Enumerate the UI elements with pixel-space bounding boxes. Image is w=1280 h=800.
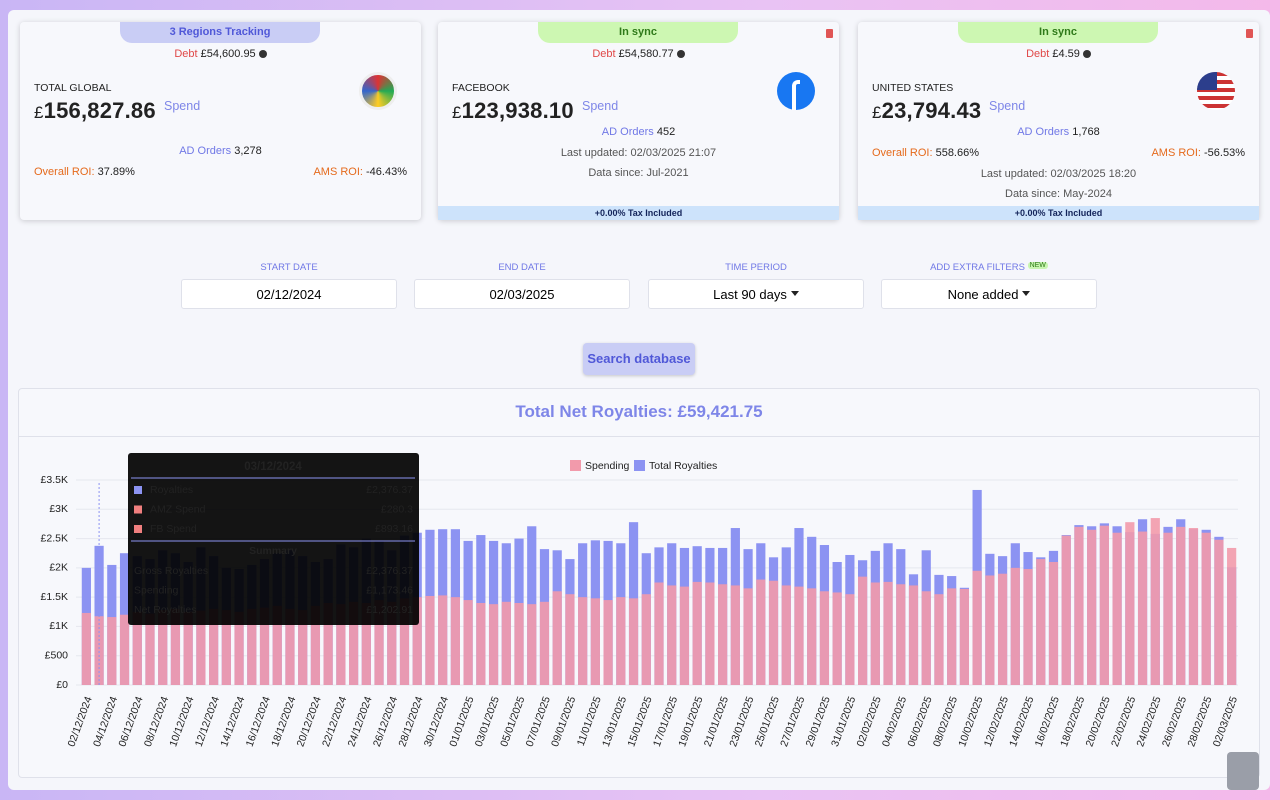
info-icon xyxy=(1082,50,1091,58)
tax-bar: +0.00% Tax Included xyxy=(858,206,1259,220)
orders-value: 452 xyxy=(656,126,676,138)
data-since: Data since: Jul-2021 xyxy=(588,167,689,179)
info-icon xyxy=(676,50,685,58)
summary-card: In sync Debt £4.59 UNITED STATES £23,794.43… xyxy=(858,22,1259,220)
orders-value: 1,768 xyxy=(1072,126,1100,138)
filter-label: END DATE xyxy=(414,262,630,273)
currency: £ xyxy=(452,103,462,122)
ams-value: -46.43% xyxy=(366,166,407,178)
filter-value: None added xyxy=(947,287,1019,302)
filter-value: 02/03/2025 xyxy=(489,287,555,302)
debt-row: Debt £4.59 xyxy=(858,48,1259,60)
amount-value: 123,938.10 xyxy=(461,98,574,123)
filter-label: START DATE xyxy=(181,262,397,273)
ams-roi: AMS ROI: -56.53% xyxy=(1151,147,1245,159)
delete-button[interactable] xyxy=(826,29,833,38)
amount: £123,938.10 xyxy=(452,98,574,124)
chart-title: Total Net Royalties: £59,421.75 xyxy=(19,389,1259,437)
amount-suffix: Spend xyxy=(989,99,1026,113)
flag-canton xyxy=(1197,72,1217,90)
currency: £ xyxy=(34,103,44,122)
filter-input[interactable]: 02/12/2024 xyxy=(181,279,397,309)
filter-label-text: TIME PERIOD xyxy=(725,262,787,273)
debt-label: Debt xyxy=(1026,48,1050,60)
amount: £156,827.86 xyxy=(34,98,156,124)
account-name: UNITED STATES xyxy=(872,82,954,94)
card-badge: In sync xyxy=(958,22,1158,43)
card-badge: In sync xyxy=(538,22,738,43)
roi-value: 37.89% xyxy=(97,166,135,178)
chart-title-label: Total Net Royalties: xyxy=(515,402,673,421)
debt-value: £4.59 xyxy=(1052,48,1080,60)
roi-label: Overall ROI: xyxy=(872,147,933,159)
currency: £ xyxy=(872,103,882,122)
debt-label: Debt xyxy=(592,48,616,60)
filter-value: Last 90 days xyxy=(713,287,787,302)
debt-value: £54,580.77 xyxy=(618,48,674,60)
orders-label: AD Orders xyxy=(601,126,654,138)
orders-row: AD Orders 452 xyxy=(452,126,825,140)
amount-value: 156,827.86 xyxy=(43,98,156,123)
dashboard: Search database Total Net Royalties: £59… xyxy=(8,10,1270,790)
fb-f xyxy=(792,80,800,110)
account-name: TOTAL GLOBAL xyxy=(34,82,112,94)
new-badge: NEW xyxy=(1027,262,1048,269)
roi-label: Overall ROI: xyxy=(34,166,95,178)
amount: £23,794.43 xyxy=(872,98,981,124)
last-updated: Last updated: 02/03/2025 21:07 xyxy=(560,147,717,159)
roi-row: Overall ROI: 558.66% AMS ROI: -56.53% xyxy=(872,147,1245,161)
chart-title-value: £59,421.75 xyxy=(677,402,763,421)
dropdown-caret xyxy=(790,291,799,300)
ams-roi: AMS ROI: -46.43% xyxy=(313,166,407,178)
amount-value: 23,794.43 xyxy=(881,98,982,123)
scroll-top-button[interactable] xyxy=(1227,752,1259,790)
amount-suffix: Spend xyxy=(164,99,201,113)
summary-card: In sync Debt £54,580.77 FACEBOOK £123,938.1… xyxy=(438,22,839,220)
search-button[interactable]: Search database xyxy=(583,343,695,375)
orders-label: AD Orders xyxy=(1017,126,1070,138)
filter-label-text: START DATE xyxy=(260,262,318,273)
data-since: Data since: May-2024 xyxy=(1005,188,1112,200)
roi-row: Overall ROI: 37.89% AMS ROI: -46.43% xyxy=(34,166,407,180)
account-name: FACEBOOK xyxy=(452,82,510,94)
filter-label-text: END DATE xyxy=(498,262,546,273)
filter-input[interactable]: None added xyxy=(881,279,1097,309)
info-icon xyxy=(258,50,267,58)
card-badge: 3 Regions Tracking xyxy=(120,22,320,43)
ams-label: AMS ROI: xyxy=(313,166,363,178)
filter-input[interactable]: 02/03/2025 xyxy=(414,279,630,309)
ams-value: -56.53% xyxy=(1204,147,1245,159)
dropdown-caret xyxy=(1022,291,1031,300)
filter-label: ADD EXTRA FILTERS NEW xyxy=(881,262,1097,273)
amount-suffix: Spend xyxy=(582,99,619,113)
account-icon xyxy=(359,72,397,110)
orders-label: AD Orders xyxy=(179,145,232,157)
delete-button[interactable] xyxy=(1246,29,1253,38)
orders-row: AD Orders 1,768 xyxy=(872,126,1245,140)
orders-value: 3,278 xyxy=(234,145,262,157)
filter-label-text: ADD EXTRA FILTERS xyxy=(930,262,1025,273)
summary-card: 3 Regions Tracking Debt £54,600.95 TOTAL G… xyxy=(20,22,421,220)
filter-input[interactable]: Last 90 days xyxy=(648,279,864,309)
filter-label: TIME PERIOD xyxy=(648,262,864,273)
filter-value: 02/12/2024 xyxy=(256,287,322,302)
last-updated: Last updated: 02/03/2025 18:20 xyxy=(980,168,1137,180)
debt-label: Debt xyxy=(174,48,198,60)
chart-panel: Total Net Royalties: £59,421.75 xyxy=(18,388,1260,778)
account-icon xyxy=(1197,72,1235,110)
debt-row: Debt £54,600.95 xyxy=(20,48,421,60)
tax-bar: +0.00% Tax Included xyxy=(438,206,839,220)
account-icon xyxy=(777,72,815,110)
debt-value: £54,600.95 xyxy=(200,48,256,60)
debt-row: Debt £54,580.77 xyxy=(438,48,839,60)
ams-label: AMS ROI: xyxy=(1151,147,1201,159)
orders-row: AD Orders 3,278 xyxy=(34,145,407,159)
roi-value: 558.66% xyxy=(935,147,980,159)
